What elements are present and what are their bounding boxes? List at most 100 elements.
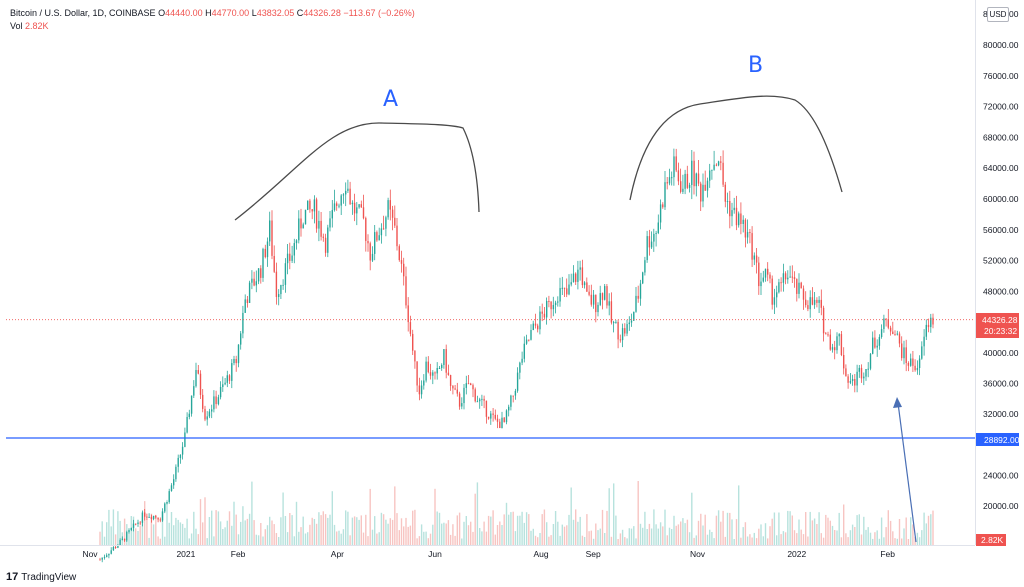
currency-button[interactable]: USD bbox=[987, 7, 1009, 22]
volume-bar bbox=[353, 516, 356, 545]
volume-bar bbox=[662, 526, 664, 545]
candle-body bbox=[782, 273, 785, 283]
volume-bar bbox=[148, 537, 150, 545]
candle-body bbox=[534, 323, 537, 326]
candle-body bbox=[854, 379, 856, 386]
volume-bar bbox=[452, 524, 454, 545]
candle-body bbox=[186, 417, 188, 433]
candle-body bbox=[228, 375, 231, 381]
volume-bar bbox=[684, 523, 686, 545]
candle-body bbox=[184, 432, 186, 447]
volume-bar bbox=[633, 526, 635, 545]
tradingview-watermark[interactable]: 17 TradingView bbox=[6, 571, 76, 583]
volume-bar bbox=[769, 526, 771, 545]
candle-body bbox=[275, 271, 278, 297]
volume-bar bbox=[845, 533, 847, 545]
candle-body bbox=[644, 260, 646, 273]
volume-bar bbox=[621, 529, 624, 545]
volume-bar bbox=[865, 529, 867, 545]
candle-body bbox=[851, 379, 854, 381]
volume-bar bbox=[858, 514, 860, 545]
candle-body bbox=[278, 294, 280, 297]
candle-body bbox=[119, 539, 121, 546]
candle-body bbox=[514, 390, 517, 396]
volume-bar bbox=[432, 524, 434, 545]
volume-bar bbox=[240, 521, 242, 545]
volume-bar bbox=[396, 513, 398, 545]
candle-body bbox=[356, 207, 358, 214]
candle-body bbox=[295, 240, 298, 244]
candle-body bbox=[570, 282, 572, 285]
candle-body bbox=[568, 284, 570, 295]
candle-body bbox=[405, 276, 407, 306]
candle-body bbox=[436, 368, 438, 374]
candle-body bbox=[148, 516, 150, 518]
volume-bar bbox=[144, 501, 146, 545]
volume-bar bbox=[751, 537, 753, 545]
volume-bar bbox=[262, 536, 264, 545]
time-tick-label: Aug bbox=[533, 549, 548, 559]
candle-body bbox=[543, 313, 546, 318]
volume-tag bbox=[976, 534, 1006, 546]
volume-bar bbox=[248, 513, 251, 545]
volume-bar bbox=[123, 518, 126, 545]
volume-bar bbox=[550, 535, 552, 545]
candle-body bbox=[412, 333, 414, 351]
candle-body bbox=[831, 347, 834, 350]
candle-body bbox=[615, 321, 617, 323]
volume-bar bbox=[184, 527, 186, 545]
volume-bar bbox=[889, 520, 892, 545]
volume-bar bbox=[311, 517, 313, 545]
label-b[interactable]: B bbox=[748, 53, 763, 78]
candle-body bbox=[244, 299, 246, 313]
volume-bar bbox=[637, 481, 639, 545]
candle-body bbox=[693, 160, 695, 187]
volume-bar bbox=[606, 510, 608, 545]
volume-bar bbox=[682, 518, 684, 545]
candle-body bbox=[827, 334, 829, 336]
time-axis[interactable]: Nov 2021 Feb Apr Jun Aug Sep Nov 2022 Feb bbox=[82, 549, 895, 559]
candle-body bbox=[889, 327, 892, 332]
candle-body bbox=[673, 156, 675, 178]
candle-body bbox=[465, 383, 467, 388]
volume-bar bbox=[534, 535, 537, 545]
candle-body bbox=[885, 318, 887, 320]
volume-bar bbox=[847, 537, 849, 545]
candle-body bbox=[519, 362, 521, 373]
volume-bar bbox=[414, 509, 416, 545]
candle-body bbox=[289, 253, 291, 261]
candle-body bbox=[331, 210, 333, 219]
volume-bar bbox=[362, 532, 365, 545]
candle-body bbox=[554, 302, 557, 305]
volume-bar bbox=[181, 523, 184, 545]
volume-bar bbox=[155, 515, 157, 545]
candle-body bbox=[800, 282, 802, 289]
volume-bar bbox=[586, 514, 588, 545]
volume-bar bbox=[764, 523, 767, 545]
volume-bar bbox=[385, 519, 387, 545]
candle-body bbox=[927, 324, 930, 328]
volume-bar bbox=[838, 512, 840, 545]
volume-bar bbox=[387, 523, 389, 545]
candle-body bbox=[425, 361, 427, 381]
volume-bar bbox=[588, 531, 590, 545]
current-price-value: 44326.28 bbox=[982, 315, 1018, 325]
candle-body bbox=[706, 180, 709, 191]
volume-bar bbox=[412, 510, 414, 545]
volume-bar bbox=[329, 514, 331, 545]
arc-b[interactable] bbox=[629, 95, 843, 201]
arrow-line[interactable] bbox=[897, 402, 917, 543]
candle-body bbox=[458, 393, 461, 407]
volume-bar bbox=[367, 536, 369, 545]
volume-tag-value: 2.82K bbox=[981, 535, 1004, 545]
volume-bar bbox=[599, 528, 601, 545]
volume-bar bbox=[691, 492, 693, 545]
volume-bar bbox=[758, 528, 760, 545]
candle-body bbox=[414, 350, 416, 362]
volume-bar bbox=[635, 538, 637, 545]
arc-a[interactable] bbox=[234, 122, 480, 221]
label-a[interactable]: A bbox=[383, 87, 398, 112]
candle-body bbox=[199, 373, 202, 395]
volume-bar bbox=[626, 538, 628, 545]
